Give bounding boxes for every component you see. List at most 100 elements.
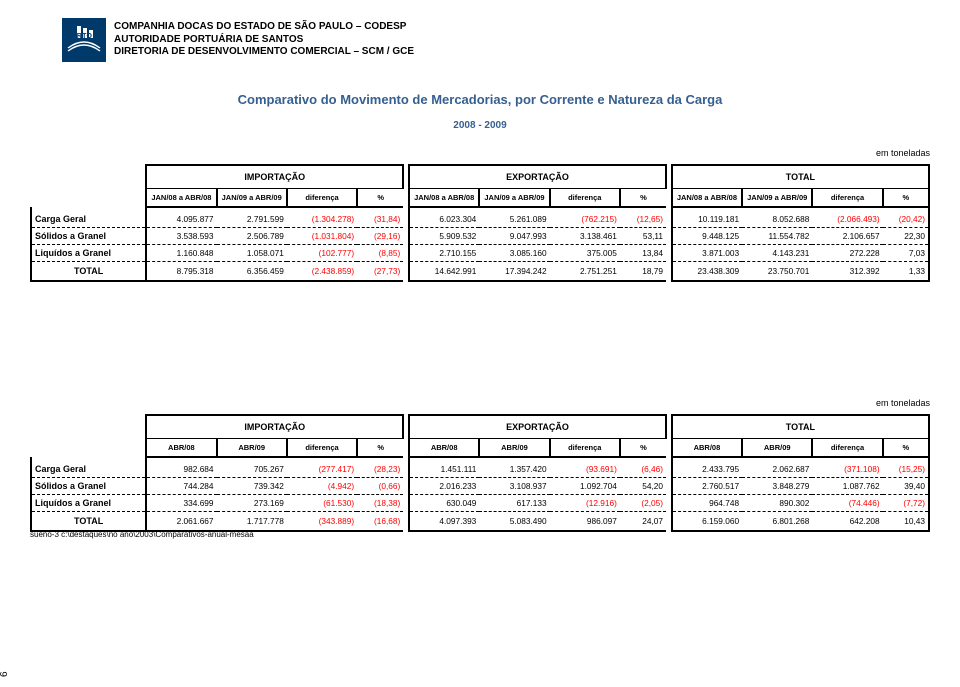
cell: 23.750.701 (742, 262, 812, 282)
section-head-exp: EXPORTAÇÃO (409, 415, 666, 439)
col-head: diferença (287, 439, 357, 458)
table-month: IMPORTAÇÃOEXPORTAÇÃOTOTALABR/08ABR/09dif… (30, 414, 930, 532)
cell: (61.530) (287, 495, 357, 512)
section-head-tot: TOTAL (672, 165, 929, 189)
cell: (28,23) (357, 457, 403, 478)
cell: (7,72) (883, 495, 929, 512)
cell: 8.052.688 (742, 207, 812, 228)
table-2: IMPORTAÇÃOEXPORTAÇÃOTOTALABR/08ABR/09dif… (30, 414, 930, 532)
cell: 22,30 (883, 228, 929, 245)
row-label: Liquídos a Granel (31, 245, 146, 262)
cell: 982.684 (146, 457, 216, 478)
col-head: % (883, 439, 929, 458)
cell: 1.160.848 (146, 245, 216, 262)
row-label: Sólidos a Granel (31, 478, 146, 495)
col-head: ABR/09 (479, 439, 549, 458)
cell: 986.097 (550, 512, 620, 532)
cell: 273.169 (217, 495, 287, 512)
row-label: Carga Geral (31, 457, 146, 478)
cell: 630.049 (409, 495, 479, 512)
header-line-2: AUTORIDADE PORTUÁRIA DE SANTOS (114, 34, 414, 47)
col-head: % (357, 439, 403, 458)
cell: 10,43 (883, 512, 929, 532)
cell: (12,65) (620, 207, 666, 228)
cell: (1.031.804) (287, 228, 357, 245)
col-head: JAN/08 a ABR/08 (146, 189, 216, 208)
cell: 2.791.599 (217, 207, 287, 228)
row-label: Sólidos a Granel (31, 228, 146, 245)
cell: 9.448.125 (672, 228, 742, 245)
cell: (4.942) (287, 478, 357, 495)
cell: 5.261.089 (479, 207, 549, 228)
cell: 744.284 (146, 478, 216, 495)
col-head: JAN/09 a ABR/09 (217, 189, 287, 208)
col-head: ABR/08 (672, 439, 742, 458)
cell: 1,33 (883, 262, 929, 282)
col-head: JAN/09 a ABR/09 (479, 189, 549, 208)
cell: 6.023.304 (409, 207, 479, 228)
cell: (0,66) (357, 478, 403, 495)
cell: (74.446) (812, 495, 882, 512)
cell: 10.119.181 (672, 207, 742, 228)
col-head: % (620, 189, 666, 208)
cell: (102.777) (287, 245, 357, 262)
cell: 2.710.155 (409, 245, 479, 262)
cell: 375.005 (550, 245, 620, 262)
cell: (1.304.278) (287, 207, 357, 228)
col-head: % (357, 189, 403, 208)
logo: PORTO DE SANTOS (62, 18, 106, 62)
cell: 705.267 (217, 457, 287, 478)
cell: 1.092.704 (550, 478, 620, 495)
cell: 13,84 (620, 245, 666, 262)
page-number: 6 (0, 671, 10, 677)
cell: 272.228 (812, 245, 882, 262)
cell: (277.417) (287, 457, 357, 478)
cell: 6.801.268 (742, 512, 812, 532)
cell: (343.889) (287, 512, 357, 532)
cell: (15,25) (883, 457, 929, 478)
col-head: JAN/08 a ABR/08 (672, 189, 742, 208)
cell: 1.451.111 (409, 457, 479, 478)
cell: 3.848.279 (742, 478, 812, 495)
logo-bottom-text: SANTOS (66, 53, 97, 60)
cell: 2.062.687 (742, 457, 812, 478)
cell: 14.642.991 (409, 262, 479, 282)
row-label: TOTAL (31, 262, 146, 282)
cell: 1.087.762 (812, 478, 882, 495)
header-line-1: COMPANHIA DOCAS DO ESTADO DE SÃO PAULO –… (114, 21, 414, 34)
cell: 6.356.459 (217, 262, 287, 282)
cell: (2.438.859) (287, 262, 357, 282)
cell: 17.394.242 (479, 262, 549, 282)
cell: 334.699 (146, 495, 216, 512)
cell: (2,05) (620, 495, 666, 512)
row-label: TOTAL (31, 512, 146, 532)
cell: (762.215) (550, 207, 620, 228)
logo-top-text: PORTO DE (66, 33, 105, 40)
cell: (18,38) (357, 495, 403, 512)
cell: 3.538.593 (146, 228, 216, 245)
cell: 4.143.231 (742, 245, 812, 262)
cell: (31,84) (357, 207, 403, 228)
cell: 7,03 (883, 245, 929, 262)
cell: 53,11 (620, 228, 666, 245)
cell: 3.138.461 (550, 228, 620, 245)
row-label: Liquídos a Granel (31, 495, 146, 512)
cell: (6,46) (620, 457, 666, 478)
cell: 23.438.309 (672, 262, 742, 282)
cell: (29,16) (357, 228, 403, 245)
col-head: ABR/09 (742, 439, 812, 458)
cell: 5.083.490 (479, 512, 549, 532)
header-line-3: DIRETORIA DE DESENVOLVIMENTO COMERCIAL –… (114, 46, 414, 59)
cell: 5.909.532 (409, 228, 479, 245)
col-head: % (620, 439, 666, 458)
cell: 39,40 (883, 478, 929, 495)
cell: 9.047.993 (479, 228, 549, 245)
cell: 2.760.517 (672, 478, 742, 495)
cell: 2.433.795 (672, 457, 742, 478)
col-head: diferença (550, 189, 620, 208)
cell: 1.717.778 (217, 512, 287, 532)
header-block: PORTO DE SANTOS COMPANHIA DOCAS DO ESTAD… (62, 18, 414, 62)
header-lines: COMPANHIA DOCAS DO ESTADO DE SÃO PAULO –… (114, 21, 414, 59)
cell: (8,85) (357, 245, 403, 262)
cell: 4.097.393 (409, 512, 479, 532)
